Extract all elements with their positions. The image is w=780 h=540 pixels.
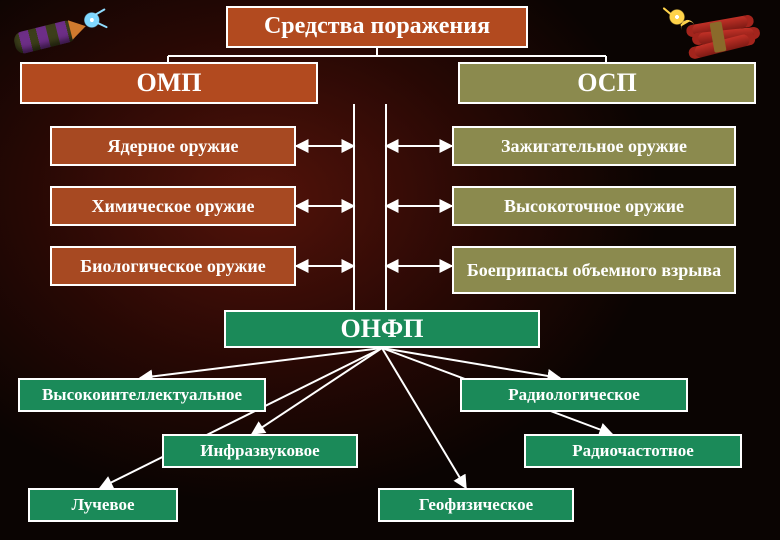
omp-item-label: Ядерное оружие <box>108 136 239 157</box>
osp-item: Высокоточное оружие <box>452 186 736 226</box>
onfp-item-label: Лучевое <box>72 495 135 515</box>
onfp-item: Геофизическое <box>378 488 574 522</box>
omp-item-label: Химическое оружие <box>92 196 255 217</box>
osp-item: Боеприпасы объемного взрыва <box>452 246 736 294</box>
osp-item-label: Высокоточное оружие <box>504 196 684 217</box>
onfp-item-label: Радиочастотное <box>572 441 694 461</box>
title-text: Средства поражения <box>264 13 490 41</box>
title-box: Средства поражения <box>226 6 528 48</box>
omp-header-text: ОМП <box>137 68 202 98</box>
osp-header-text: ОСП <box>577 68 637 98</box>
onfp-header: ОНФП <box>224 310 540 348</box>
omp-item: Химическое оружие <box>50 186 296 226</box>
onfp-item-label: Высокоинтеллектуальное <box>42 385 242 405</box>
onfp-item: Радиочастотное <box>524 434 742 468</box>
onfp-item: Лучевое <box>28 488 178 522</box>
omp-item: Ядерное оружие <box>50 126 296 166</box>
onfp-item-label: Геофизическое <box>419 495 533 515</box>
dynamite-icon <box>664 2 774 60</box>
osp-item-label: Зажигательное оружие <box>501 136 687 157</box>
osp-item-label: Боеприпасы объемного взрыва <box>467 260 721 281</box>
omp-item: Биологическое оружие <box>50 246 296 286</box>
osp-item: Зажигательное оружие <box>452 126 736 166</box>
onfp-header-text: ОНФП <box>340 314 423 344</box>
onfp-item: Радиологическое <box>460 378 688 412</box>
onfp-item-label: Радиологическое <box>508 385 640 405</box>
omp-header: ОМП <box>20 62 318 104</box>
osp-header: ОСП <box>458 62 756 104</box>
omp-item-label: Биологическое оружие <box>80 256 266 277</box>
onfp-item: Высокоинтеллектуальное <box>18 378 266 412</box>
onfp-item-label: Инфразвуковое <box>200 441 319 461</box>
onfp-item: Инфразвуковое <box>162 434 358 468</box>
firecracker-icon <box>6 4 106 58</box>
